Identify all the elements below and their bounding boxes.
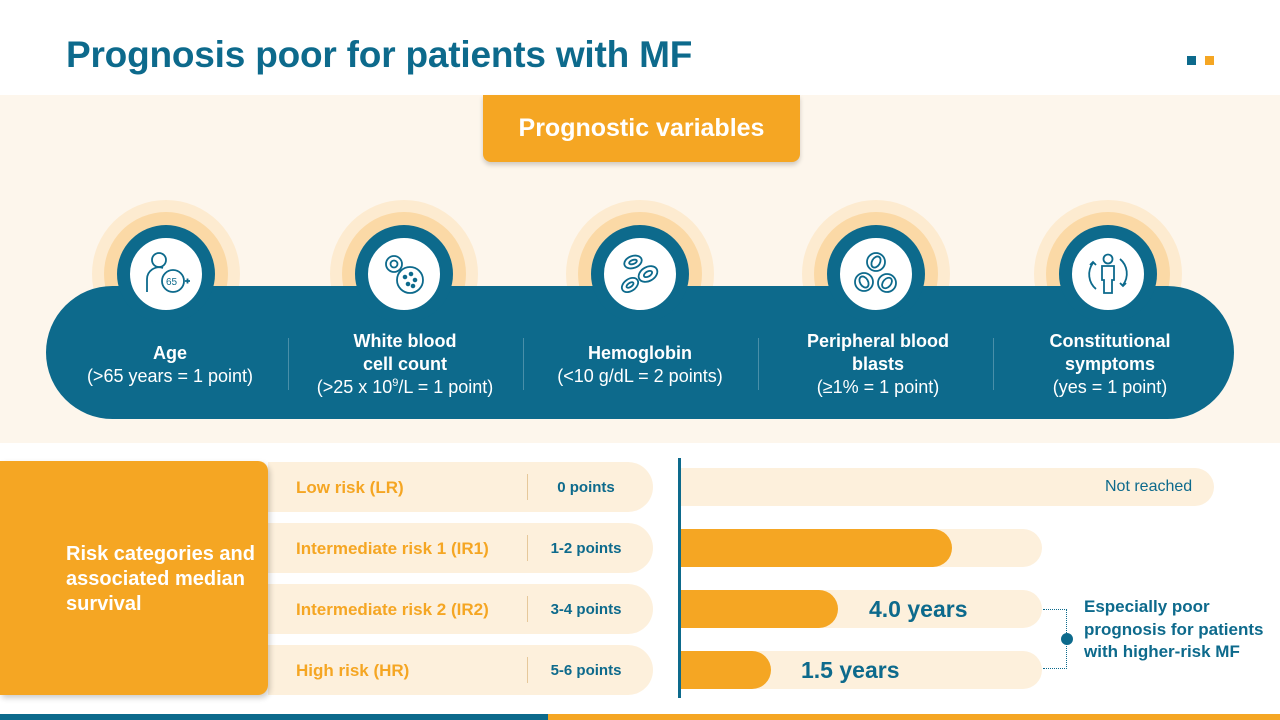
risk-label-ir2: Intermediate risk 2 (IR2): [296, 600, 489, 619]
risk-label-low: Low risk (LR): [296, 478, 404, 497]
variable-name-line2: symptoms: [1064, 354, 1156, 374]
variable-name: Hemoglobin: [588, 343, 692, 363]
variable-name-line1: Peripheral blood: [806, 331, 950, 351]
variable-separator: [288, 338, 289, 390]
variable-hemoglobin: Hemoglobin (<10 g/dL = 2 points): [525, 342, 755, 388]
variable-age: Age (>65 years = 1 point): [55, 342, 285, 388]
footer-bar-orange: [548, 714, 1280, 720]
risk-row-divider: [527, 474, 528, 500]
page-title: Prognosis poor for patients with MF: [66, 34, 693, 75]
prognostic-variables-header: Prognostic variables: [483, 95, 800, 162]
risk-categories-box: [0, 461, 268, 695]
risk-row-ir1: [268, 523, 653, 573]
survival-label-high: 1.5 years: [801, 657, 900, 683]
higher-risk-callout: Especially poor prognosis for patients w…: [1084, 597, 1264, 661]
criterion-text-post: /L = 1 point): [398, 377, 494, 397]
risk-categories-label: Risk categories and associated median su…: [66, 543, 255, 615]
variable-criterion: (>65 years = 1 point): [86, 366, 254, 386]
variable-separator: [758, 338, 759, 390]
survival-not-reached-label: Not reached: [1105, 478, 1193, 495]
variable-separator: [523, 338, 524, 390]
survival-bar-track-low: [681, 468, 1214, 506]
variable-criterion: (>25 x 109/L = 1 point): [290, 376, 520, 399]
constitutional-symptoms-icon: [1070, 236, 1146, 312]
blood-blasts-icon: [838, 236, 914, 312]
variable-name-line1: White blood: [353, 331, 457, 351]
risk-points-high: 5-6 points: [550, 662, 622, 679]
risk-points-ir1: 1-2 points: [550, 540, 622, 557]
red-blood-cells-icon: [602, 236, 678, 312]
criterion-text-pre: (>25 x 10: [316, 377, 393, 397]
variable-wbc: White blood cell count (>25 x 109/L = 1 …: [290, 330, 520, 399]
survival-bar-ir2: [681, 590, 838, 628]
criterion-superscript: 9: [392, 377, 399, 389]
variable-name-line2: cell count: [362, 354, 447, 374]
survival-label-ir2: 4.0 years: [869, 596, 968, 622]
risk-row-high: [268, 645, 653, 695]
risk-row-ir2: [268, 584, 653, 634]
risk-row-divider: [527, 596, 528, 622]
risk-row-low: [268, 462, 653, 512]
variable-name-line1: Constitutional: [1049, 331, 1171, 351]
variable-separator: [993, 338, 994, 390]
risk-label-ir1: Intermediate risk 1 (IR1): [296, 539, 489, 558]
risk-row-divider: [527, 657, 528, 683]
risk-row-divider: [527, 535, 528, 561]
risk-label-high: High risk (HR): [296, 661, 410, 680]
white-blood-cell-icon: [366, 236, 442, 312]
survival-axis: [678, 458, 681, 698]
risk-points-ir2: 3-4 points: [550, 601, 622, 618]
risk-points-low: 0 points: [557, 479, 615, 496]
variable-criterion: (≥1% = 1 point): [816, 377, 940, 397]
survival-bar-ir1: [681, 529, 952, 567]
variable-criterion: (yes = 1 point): [1052, 377, 1168, 397]
age-65-icon: 65: [128, 236, 204, 312]
variable-criterion: (<10 g/dL = 2 points): [557, 366, 723, 386]
variable-symptoms: Constitutional symptoms (yes = 1 point): [995, 330, 1225, 399]
logo-square-orange: [1205, 56, 1214, 65]
variable-blasts: Peripheral blood blasts (≥1% = 1 point): [763, 330, 993, 399]
svg-text:65: 65: [166, 277, 178, 288]
survival-bar-high: [681, 651, 771, 689]
variable-name-line2: blasts: [851, 354, 905, 374]
logo-square-blue: [1187, 56, 1196, 65]
callout-dot: [1061, 633, 1073, 645]
variable-name: Age: [152, 343, 187, 363]
footer-bar-blue: [0, 714, 548, 720]
